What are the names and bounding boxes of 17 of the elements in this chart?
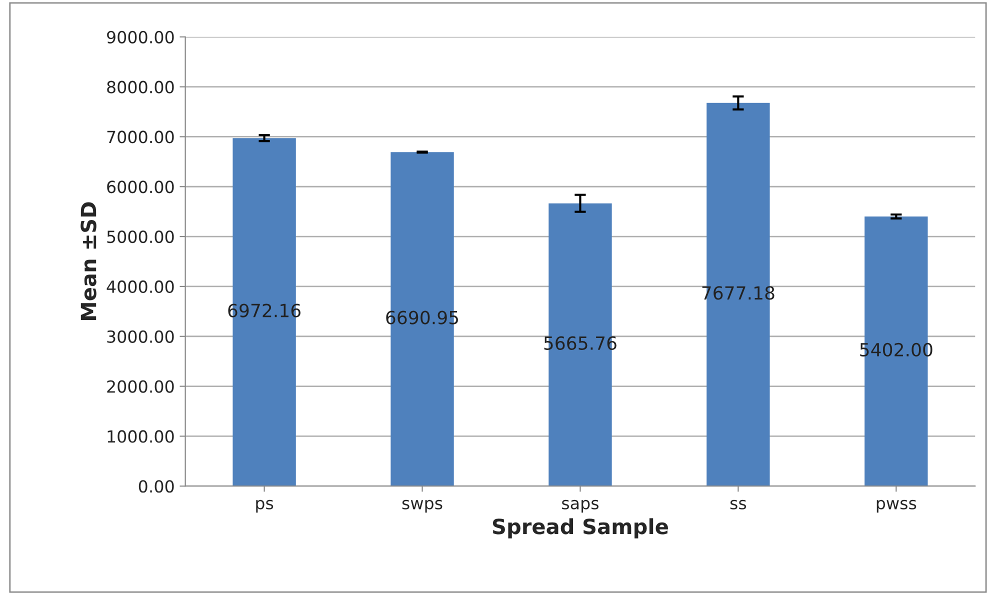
x-tick-label: saps — [562, 500, 598, 513]
x-axis-title: Spread Sample — [492, 518, 668, 538]
y-tick-label: 5000.00 — [107, 230, 174, 244]
x-tick-label: pwss — [876, 500, 916, 513]
x-tick-label: swps — [402, 500, 442, 513]
y-tick-label: 6000.00 — [107, 180, 174, 194]
x-tick-label: ss — [730, 500, 746, 510]
y-tick-label: 4000.00 — [106, 280, 174, 294]
y-axis-title: Mean ±SD — [80, 202, 96, 320]
y-tick-label: 1000.00 — [108, 430, 174, 443]
y-tick-label: 8000.00 — [107, 80, 174, 94]
y-tick-label: 3000.00 — [107, 330, 174, 343]
y-tick-label: 0.00 — [138, 480, 174, 493]
y-tick-label: 7000.00 — [107, 130, 174, 144]
y-tick-label: 9000.00 — [107, 30, 174, 44]
x-tick-label: ps — [256, 500, 274, 513]
y-tick-label: 2000.00 — [107, 380, 174, 393]
